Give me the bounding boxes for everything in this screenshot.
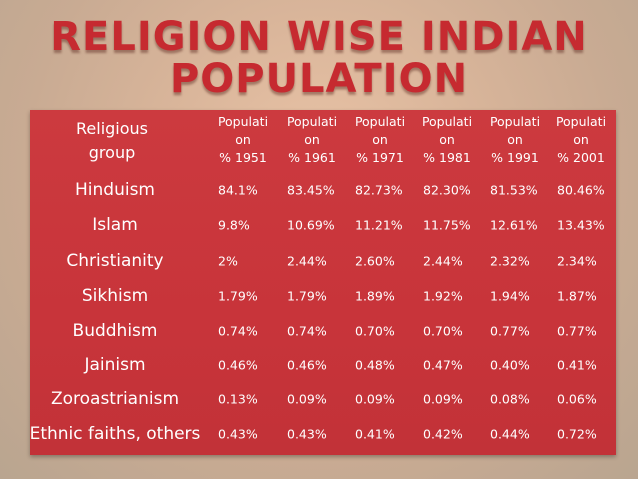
cell-value: 0.72% <box>557 426 597 442</box>
cell-value: 0.09% <box>423 391 463 407</box>
header-line: on <box>507 132 523 147</box>
cell-value: 0.13% <box>218 391 258 407</box>
cell-value: 2.34% <box>557 253 597 269</box>
column-header: Populati on % 1971 <box>348 113 412 167</box>
table-panel <box>30 110 616 455</box>
row-label: Christianity <box>66 251 164 271</box>
header-line: Populati <box>286 114 338 129</box>
cell-value: 80.46% <box>557 182 605 198</box>
cell-value: 2.44% <box>287 253 327 269</box>
cell-value: 0.44% <box>490 426 530 442</box>
cell-value: 2.44% <box>423 253 463 269</box>
header-line: on <box>304 132 320 147</box>
row-label: Zoroastrianism <box>50 389 180 409</box>
header-line: % 1991 <box>491 150 539 165</box>
cell-value: 1.89% <box>355 288 395 304</box>
header-line: % 1951 <box>219 150 267 165</box>
cell-value: 0.41% <box>557 357 597 373</box>
header-line: on <box>235 132 251 147</box>
header-line: on <box>372 132 388 147</box>
header-line: % 1961 <box>288 150 336 165</box>
cell-value: 0.08% <box>490 391 530 407</box>
cell-value: 82.73% <box>355 182 403 198</box>
cell-value: 0.40% <box>490 357 530 373</box>
row-label: Buddhism <box>72 321 158 341</box>
cell-value: 0.70% <box>423 323 463 339</box>
column-header: Populati on % 2001 <box>549 113 613 167</box>
cell-value: 0.77% <box>557 323 597 339</box>
cell-value: 0.74% <box>218 323 258 339</box>
cell-value: 0.43% <box>218 426 258 442</box>
column-header: Populati on % 1981 <box>415 113 479 167</box>
cell-value: 0.09% <box>287 391 327 407</box>
header-line: Populati <box>489 114 541 129</box>
cell-value: 0.74% <box>287 323 327 339</box>
title-line: POPULATION <box>169 56 469 102</box>
cell-value: 10.69% <box>287 217 335 233</box>
cell-value: 1.79% <box>218 288 258 304</box>
cell-value: 1.94% <box>490 288 530 304</box>
header-line: % 1981 <box>423 150 471 165</box>
header-line: on <box>573 132 589 147</box>
cell-value: 13.43% <box>557 217 605 233</box>
header-line: Populati <box>421 114 473 129</box>
title-line: RELIGION WISE INDIAN <box>50 14 588 60</box>
cell-value: 0.48% <box>355 357 395 373</box>
header-line: Populati <box>217 114 269 129</box>
cell-value: 2.60% <box>355 253 395 269</box>
cell-value: 0.77% <box>490 323 530 339</box>
cell-value: 81.53% <box>490 182 538 198</box>
header-line: Populati <box>354 114 406 129</box>
header-line: % 2001 <box>557 150 605 165</box>
cell-value: 12.61% <box>490 217 538 233</box>
cell-value: 9.8% <box>218 217 250 233</box>
cell-value: 1.92% <box>423 288 463 304</box>
cell-value: 0.06% <box>557 391 597 407</box>
header-line: % 1971 <box>356 150 404 165</box>
column-header: Populati on % 1961 <box>280 113 344 167</box>
cell-value: 11.21% <box>355 217 403 233</box>
row-label: Sikhism <box>81 286 149 306</box>
row-label: Hinduism <box>75 180 155 200</box>
cell-value: 0.47% <box>423 357 463 373</box>
row-label: Islam <box>92 215 138 235</box>
cell-value: 0.41% <box>355 426 395 442</box>
header-line: Populati <box>555 114 607 129</box>
row-label: Jainism <box>84 355 146 375</box>
cell-value: 2% <box>218 253 238 269</box>
cell-value: 0.46% <box>218 357 258 373</box>
corner-header: Religious group <box>76 119 148 162</box>
row-label: Ethnic faiths, others <box>29 424 201 444</box>
cell-value: 2.32% <box>490 253 530 269</box>
cell-value: 83.45% <box>287 182 335 198</box>
header-line: on <box>439 132 455 147</box>
cell-value: 11.75% <box>423 217 471 233</box>
cell-value: 1.87% <box>557 288 597 304</box>
cell-value: 1.79% <box>287 288 327 304</box>
cell-value: 0.09% <box>355 391 395 407</box>
cell-value: 0.46% <box>287 357 327 373</box>
cell-value: 0.42% <box>423 426 463 442</box>
cell-value: 0.70% <box>355 323 395 339</box>
column-header: Populati on % 1951 <box>211 113 275 167</box>
cell-value: 0.43% <box>287 426 327 442</box>
cell-value: 84.1% <box>218 182 258 198</box>
cell-value: 82.30% <box>423 182 471 198</box>
column-header: Populati on % 1991 <box>483 113 547 167</box>
